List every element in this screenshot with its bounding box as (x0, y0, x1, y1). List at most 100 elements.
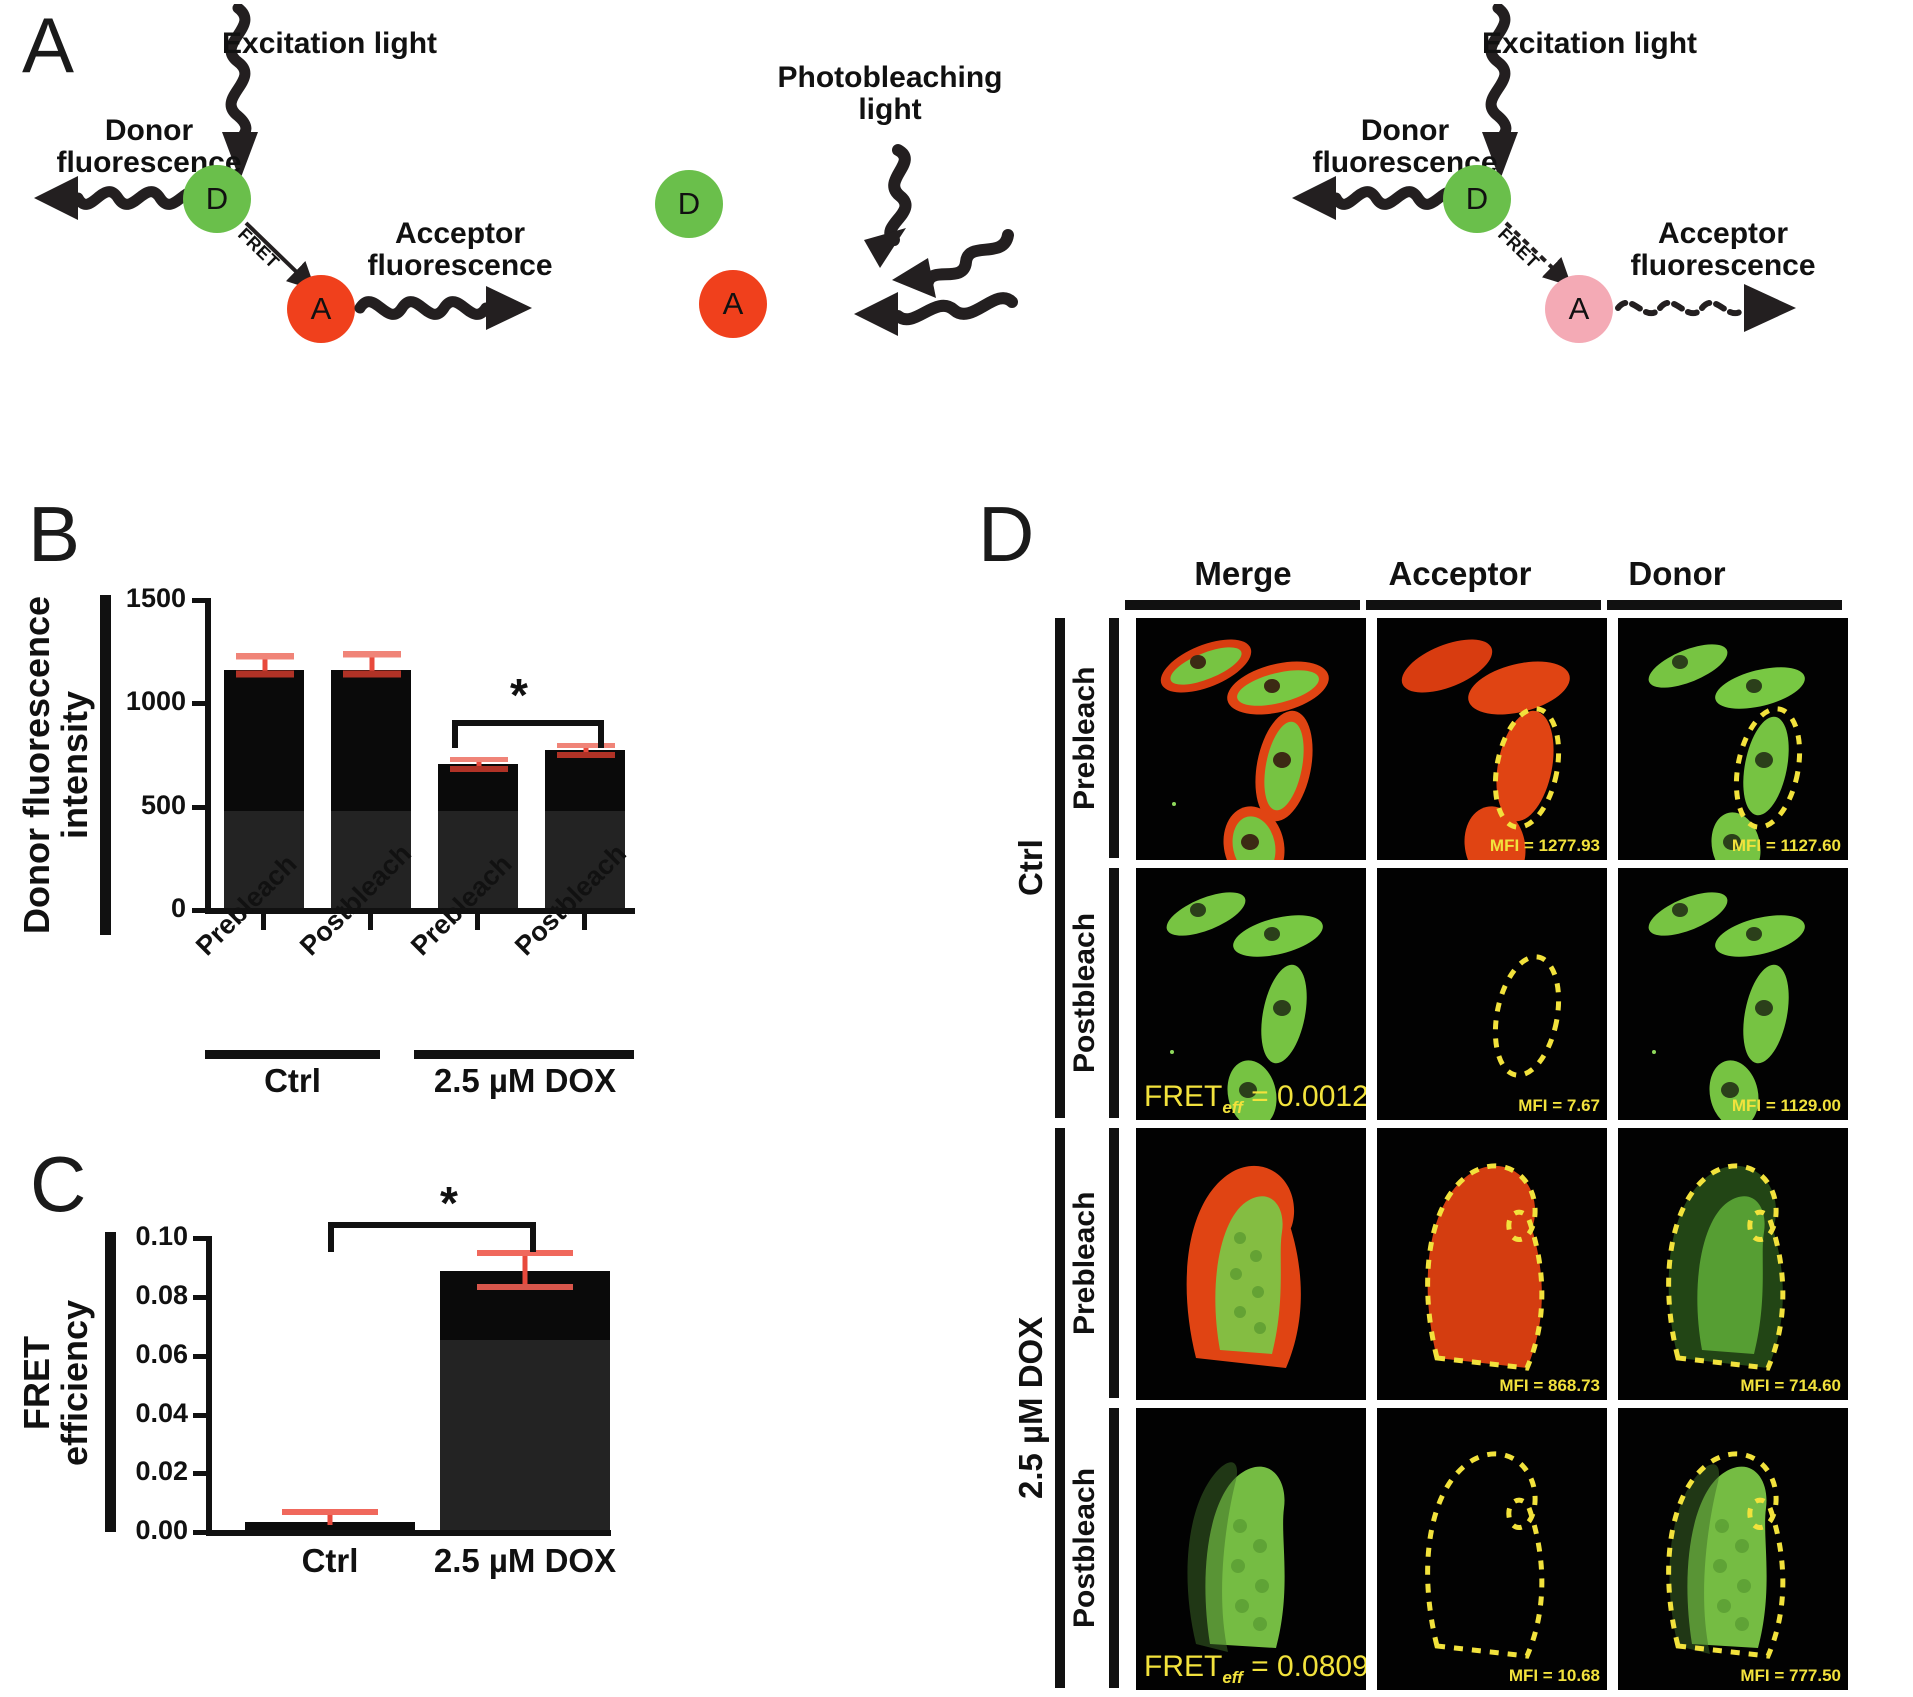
column-header-donor: Donor (1628, 555, 1726, 592)
acceptor-fluorescence-label-2: Acceptor fluorescence (1618, 218, 1828, 282)
fret-value: = 0.0809 (1242, 1650, 1366, 1683)
panel-b-ytick-0 (192, 908, 207, 913)
acceptor-emission-wave-dashed-icon (1615, 284, 1796, 332)
acceptor-glyph-2: A (722, 286, 744, 321)
micrograph-ctrl-prebleach-donor[interactable]: MFI = 1127.60 (1618, 618, 1848, 860)
panel-c-ytick-006 (193, 1354, 208, 1359)
row-label-dox-postbleach: Postbleach (1068, 1467, 1101, 1629)
panel-c-ytick-label-006: 0.06 (135, 1339, 188, 1369)
panel-c-ytick-002 (193, 1471, 208, 1476)
fret-diagram-after: Excitation light Donor fluorescence D FR… (1240, 0, 1900, 400)
panel-c-ytick-000 (193, 1530, 208, 1535)
panel-c-bar-1-base (440, 1340, 610, 1530)
panel-b-errorbar-2 (450, 757, 508, 772)
panel-c-chart: FRET efficiency 0.10 0.08 0.06 0.04 0.02… (0, 1180, 640, 1630)
column-rule-merge (1125, 600, 1360, 610)
merge-image (1136, 1408, 1366, 1690)
acceptor-image (1377, 868, 1607, 1120)
panel-c-xlabel-1: 2.5 µM DOX (433, 1542, 617, 1579)
donor-molecule-circle-3: D (1443, 165, 1511, 233)
panel-a-letter: A (22, 1, 75, 89)
panel-b-errorbar-3 (557, 743, 615, 758)
panel-b-y-axis-title-text: Donor fluorescence intensity (16, 595, 95, 935)
panel-b-xtick-0 (261, 914, 266, 930)
micrograph-dox-prebleach-donor[interactable]: MFI = 714.60 (1618, 1128, 1848, 1400)
acceptor-fluorescence-text-2: Acceptor fluorescence (1630, 217, 1816, 282)
excitation-light-squiggle-icon-2 (1482, 4, 1518, 180)
acceptor-glyph-3: A (1568, 291, 1590, 326)
panel-b-errorbar-1 (343, 651, 401, 678)
panel-b-ytick-label-1500: 1500 (125, 583, 186, 613)
panel-c-letter: C (30, 1140, 87, 1228)
mfi-label: MFI = 1277.93 (1489, 836, 1600, 855)
merge-image (1136, 1128, 1366, 1400)
panel-b-xtick-2 (475, 914, 480, 930)
donor-glyph-3: D (1465, 181, 1489, 216)
panel-b-ytick-label-1000: 1000 (125, 686, 186, 716)
fret-prefix: FRET (1144, 1650, 1223, 1683)
roi-outline (1425, 1451, 1545, 1659)
acceptor-molecule-circle-bleached: A (1545, 275, 1613, 343)
photobleaching-light-text: Photobleaching light (777, 61, 1003, 126)
fret-diagram-photobleaching: Photobleaching light D A (655, 0, 1180, 400)
panel-b-group-rule-dox (414, 1050, 634, 1059)
panel-b-bar-0-base (224, 811, 304, 908)
panel-c-errorbar-1 (477, 1250, 573, 1290)
row-rule-ctrl-prebleach (1109, 618, 1119, 858)
row-rule-dox-postbleach (1109, 1408, 1119, 1688)
row-rule-ctrl-postbleach (1109, 868, 1119, 1118)
photobleaching-light-waves-icon (854, 144, 1018, 336)
micrograph-dox-prebleach-merge[interactable] (1136, 1128, 1366, 1400)
panel-c-bar-0 (245, 1522, 415, 1530)
fret-subscript: eff (1222, 1668, 1243, 1687)
mfi-label: MFI = 777.50 (1740, 1666, 1841, 1685)
panel-b-ytick-1500 (192, 598, 207, 603)
panel-c-ytick-label-002: 0.02 (135, 1456, 188, 1486)
panel-c-ytick-label-008: 0.08 (135, 1280, 188, 1310)
roi-outline (1425, 1163, 1545, 1371)
panel-c-xlabel-0: Ctrl (301, 1542, 359, 1579)
donor-emission-wave-icon (34, 176, 208, 220)
panel-c-y-axis-bar (105, 1232, 116, 1532)
panel-b-chart: Donor fluorescence intensity 1500 1000 5… (0, 560, 640, 1120)
panel-b-significance-star: * (510, 669, 528, 721)
donor-glyph: D (205, 181, 229, 216)
panel-b-ytick-label-500: 500 (140, 790, 186, 820)
acceptor-fluorescence-label: Acceptor fluorescence (360, 218, 560, 282)
donor-emission-wave-icon-2 (1292, 176, 1466, 220)
panel-b-bar-2-base (438, 811, 518, 908)
donor-image (1618, 618, 1848, 860)
acceptor-image (1377, 1408, 1607, 1690)
micrograph-ctrl-postbleach-donor[interactable]: MFI = 1129.00 (1618, 868, 1848, 1120)
panel-b-group-rule-ctrl (205, 1050, 380, 1059)
column-header-merge: Merge (1194, 555, 1292, 592)
row-rule-dox-prebleach (1109, 1128, 1119, 1398)
micrograph-ctrl-postbleach-merge[interactable]: FRETeff = 0.0012 (1136, 868, 1366, 1120)
group-rule-ctrl (1055, 618, 1065, 1118)
panel-b-ytick-label-0: 0 (170, 893, 186, 923)
micrograph-ctrl-postbleach-acceptor[interactable]: MFI = 7.67 (1377, 868, 1607, 1120)
merge-image (1136, 868, 1366, 1120)
roi-outline (1733, 706, 1803, 830)
fret-efficiency-label: FRETeff = 0.0012 (1144, 1080, 1366, 1118)
donor-image (1618, 868, 1848, 1120)
acceptor-molecule-circle: A (287, 275, 355, 343)
panel-b-x-axis-extension (205, 908, 635, 914)
panel-c-y-axis-title: FRET efficiency (16, 1228, 104, 1538)
acceptor-glyph: A (310, 291, 332, 326)
acceptor-image (1377, 618, 1607, 860)
fret-prefix: FRET (1144, 1080, 1223, 1113)
mfi-label: MFI = 1127.60 (1731, 836, 1841, 855)
micrograph-dox-prebleach-acceptor[interactable]: MFI = 868.73 (1377, 1128, 1607, 1400)
mfi-label: MFI = 714.60 (1740, 1376, 1841, 1395)
acceptor-emission-wave-icon (354, 286, 532, 330)
acceptor-image (1377, 1128, 1607, 1400)
micrograph-ctrl-prebleach-acceptor[interactable]: MFI = 1277.93 (1377, 618, 1607, 860)
micrograph-dox-postbleach-acceptor[interactable]: MFI = 10.68 (1377, 1408, 1607, 1690)
micrograph-dox-postbleach-donor[interactable]: MFI = 777.50 (1618, 1408, 1848, 1690)
micrograph-dox-postbleach-merge[interactable]: FRETeff = 0.0809 (1136, 1408, 1366, 1690)
excitation-light-label-2: Excitation light (1482, 27, 1698, 60)
fret-efficiency-label: FRETeff = 0.0809 (1144, 1650, 1366, 1688)
panel-b-errorbar-0 (236, 653, 294, 678)
micrograph-ctrl-prebleach-merge[interactable] (1136, 618, 1366, 860)
